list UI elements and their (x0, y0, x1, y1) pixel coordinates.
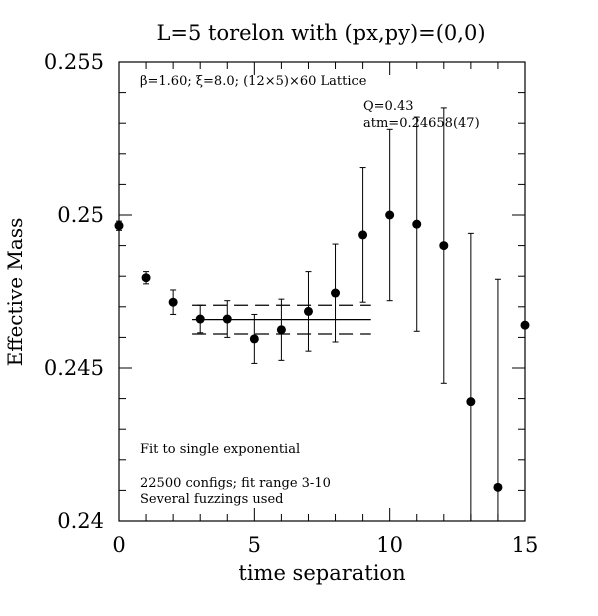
axis-ticks (118, 61, 526, 522)
y-tick-label: 0.25 (57, 203, 104, 227)
data-point (412, 219, 422, 229)
data-point (276, 325, 286, 335)
data-point (493, 482, 503, 492)
data-point (331, 288, 341, 298)
data-point (141, 273, 151, 283)
y-tick-label: 0.24 (57, 509, 104, 533)
data-point (385, 210, 395, 220)
data-point (520, 320, 530, 330)
data-point (114, 221, 124, 231)
data-point (466, 397, 476, 407)
data-point (195, 314, 205, 324)
q-value-annotation: Q=0.43 (363, 99, 414, 114)
lattice-annotation: β=1.60; ξ=8.0; (12×5)×60 Lattice (140, 74, 367, 89)
x-tick-label: 10 (376, 533, 403, 557)
chart-title: L=5 torelon with (px,py)=(0,0) (156, 21, 485, 45)
fuzzings-annotation: Several fuzzings used (140, 492, 284, 507)
x-axis-label: time separation (238, 561, 405, 585)
x-tick-labels: 0 5 10 15 (112, 533, 538, 557)
configs-annotation: 22500 configs; fit range 3-10 (140, 476, 331, 491)
error-bars (116, 62, 526, 521)
data-point (358, 230, 368, 240)
data-points (114, 210, 530, 492)
fit-type-annotation: Fit to single exponential (140, 442, 300, 457)
data-point (439, 241, 449, 251)
data-point (168, 297, 178, 307)
x-tick-label: 0 (112, 533, 125, 557)
x-tick-label: 15 (512, 533, 539, 557)
x-tick-label: 5 (248, 533, 261, 557)
mass-annotation: atm=0.24658(47) (363, 116, 480, 131)
y-tick-label: 0.245 (44, 356, 104, 380)
y-axis-label: Effective Mass (3, 218, 27, 367)
data-point (249, 334, 259, 344)
data-point (303, 306, 313, 316)
y-tick-label: 0.255 (44, 50, 104, 74)
data-point (222, 314, 232, 324)
y-tick-labels: 0.24 0.245 0.25 0.255 (44, 50, 104, 533)
